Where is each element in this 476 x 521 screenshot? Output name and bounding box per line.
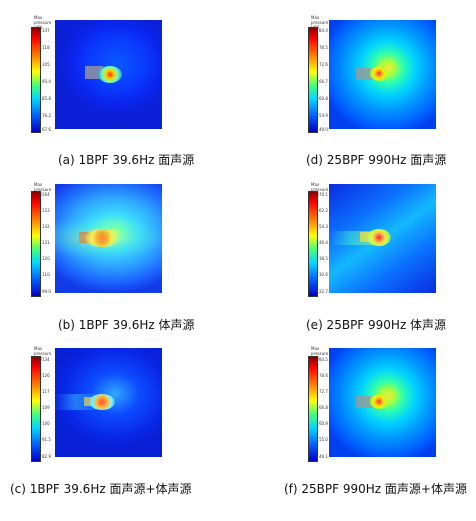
tick-f-3: 72.7	[319, 389, 328, 394]
tick-d-3: 72.6	[319, 62, 328, 67]
tick-f-2: 78.6	[319, 373, 328, 378]
tick-d-1: 84.4	[319, 28, 328, 33]
tick-d-5: 60.8	[319, 96, 328, 101]
tick-c-4: 109	[42, 405, 50, 410]
tick-a-5: 85.8	[42, 96, 51, 101]
tick-a-3: 105	[42, 62, 50, 67]
tick-e-2: 62.2	[319, 208, 328, 213]
tick-e-5: 38.5	[319, 256, 328, 261]
tick-d-7: 49.0	[319, 127, 328, 132]
tick-c-3: 117	[42, 389, 50, 394]
tick-e-4: 46.4	[319, 240, 328, 245]
tick-b-1: 164	[42, 192, 50, 197]
tick-d-6: 54.9	[319, 113, 328, 118]
tick-e-1: 70.1	[319, 192, 328, 197]
tick-b-4: 131	[42, 240, 50, 245]
tick-e-7: 22.7	[319, 289, 328, 294]
tick-a-6: 76.2	[42, 113, 51, 118]
colorbar-f	[308, 356, 318, 462]
tick-a-4: 95.4	[42, 79, 51, 84]
tick-f-6: 55.0	[319, 437, 328, 442]
caption-f: (f) 25BPF 990Hz 面声源+体声源	[284, 482, 467, 496]
tick-a-7: 67.6	[42, 127, 51, 132]
tick-a-2: 118	[42, 45, 50, 50]
tick-c-2: 126	[42, 373, 50, 378]
tick-e-6: 30.6	[319, 272, 328, 277]
tick-f-7: 49.1	[319, 454, 328, 459]
tick-c-5: 100	[42, 421, 50, 426]
caption-a: (a) 1BPF 39.6Hz 面声源	[58, 153, 195, 167]
tick-d-2: 78.5	[319, 45, 328, 50]
colorbar-e	[308, 191, 318, 297]
tick-c-7: 82.9	[42, 454, 51, 459]
tick-b-3: 142	[42, 224, 50, 229]
pressure-field-image-f	[329, 348, 436, 457]
tick-b-7: 99.0	[42, 289, 51, 294]
tick-b-2: 153	[42, 208, 50, 213]
colorbar-a	[31, 27, 41, 133]
caption-e: (e) 25BPF 990Hz 体声源	[306, 318, 447, 332]
tick-f-4: 66.8	[319, 405, 328, 410]
colorbar-c	[31, 356, 41, 462]
pressure-field-image-c	[55, 348, 162, 457]
caption-b: (b) 1BPF 39.6Hz 体声源	[58, 318, 195, 332]
caption-c: (c) 1BPF 39.6Hz 面声源+体声源	[10, 482, 192, 496]
caption-d: (d) 25BPF 990Hz 面声源	[306, 153, 447, 167]
tick-c-1: 134	[42, 357, 50, 362]
tick-d-4: 66.7	[319, 79, 328, 84]
colorbar-d	[308, 27, 318, 133]
tick-c-6: 91.5	[42, 437, 51, 442]
pressure-field-image-d	[329, 20, 436, 129]
tick-f-5: 60.9	[319, 421, 328, 426]
tick-e-3: 54.3	[319, 224, 328, 229]
colorbar-b	[31, 191, 41, 297]
tick-b-5: 120	[42, 256, 50, 261]
pressure-field-image-e	[329, 184, 436, 293]
tick-f-1: 84.5	[319, 357, 328, 362]
tick-a-1: 137	[42, 28, 50, 33]
pressure-field-image-b	[55, 184, 162, 293]
pressure-field-image-a	[55, 20, 162, 129]
tick-b-6: 110	[42, 272, 50, 277]
